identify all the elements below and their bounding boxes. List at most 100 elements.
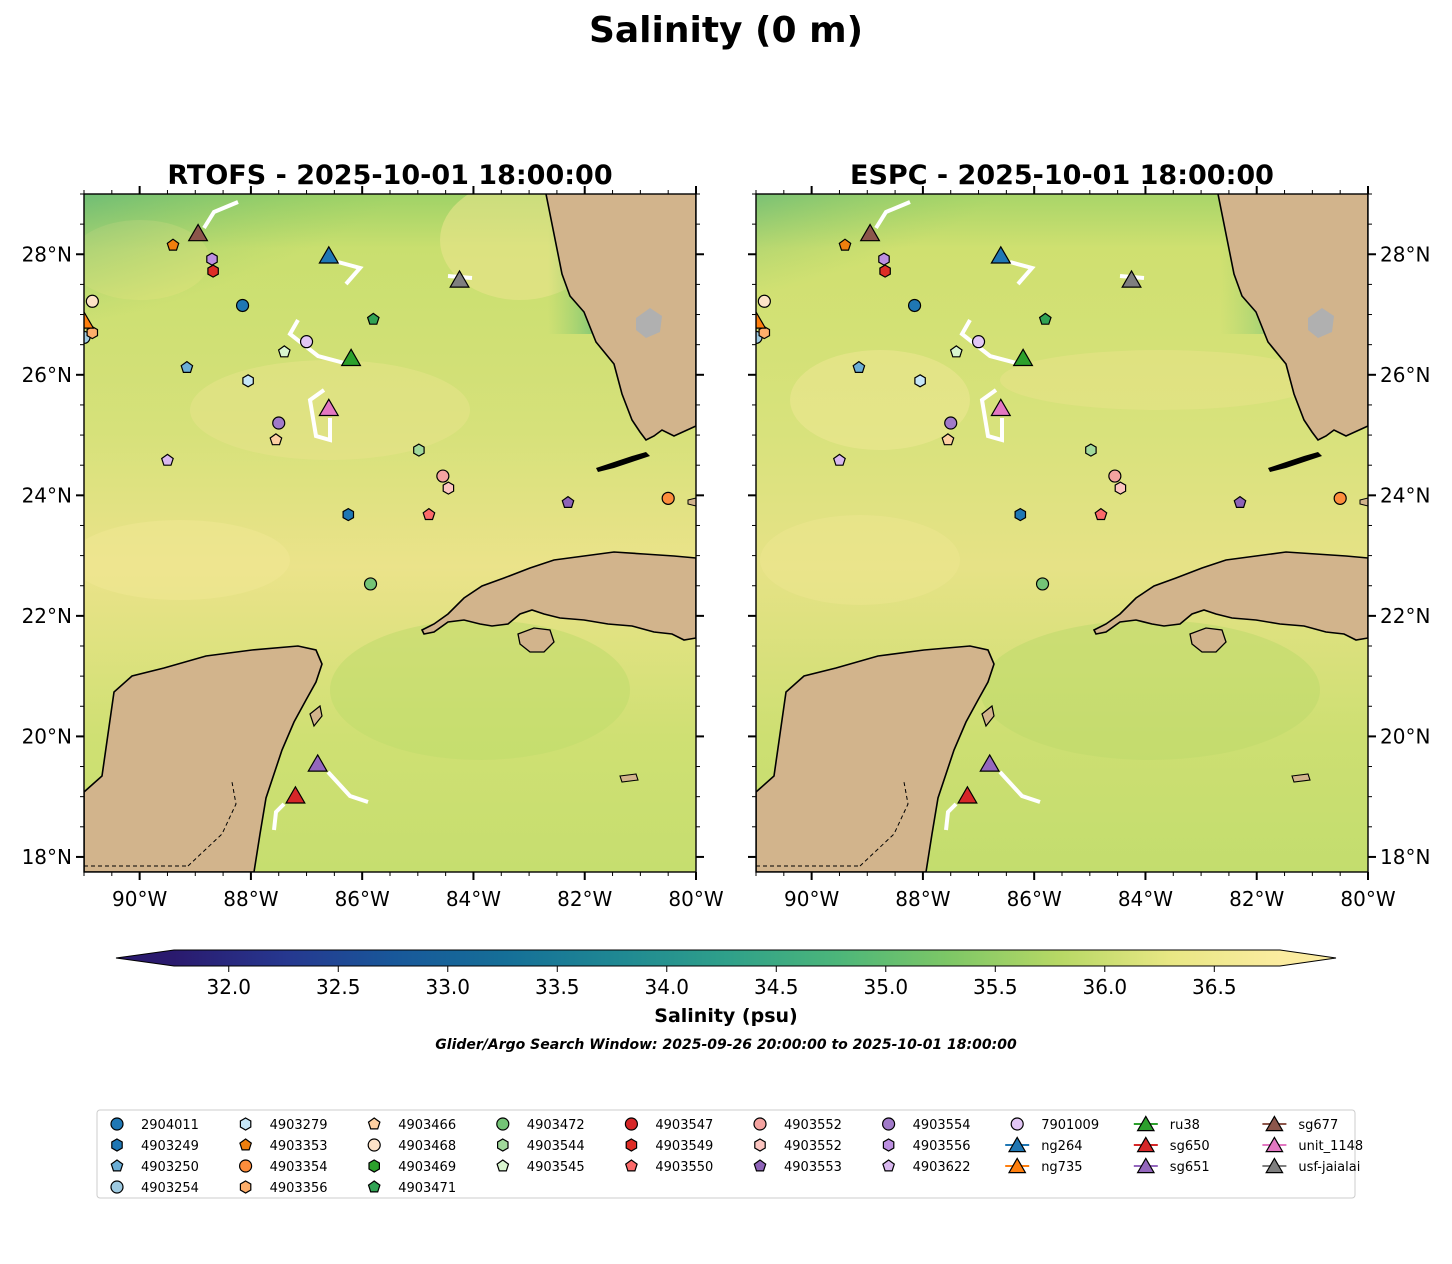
obs-marker-4903552 xyxy=(1114,481,1127,495)
obs-marker-2904011 xyxy=(907,298,922,313)
obs-marker-4903471 xyxy=(1038,312,1052,325)
legend-marker xyxy=(496,1159,510,1172)
obs-marker-2904011 xyxy=(235,298,250,313)
legend-marker xyxy=(1010,1117,1024,1131)
colorbar: 32.0 32.5 33.0 33.5 34.0 34.5 35.0 35.5 36.0 36.5… xyxy=(115,949,1337,1027)
obs-marker-ng735 xyxy=(756,310,767,329)
lat-tick-label: 24°N xyxy=(1380,483,1430,507)
obs-marker-4903354 xyxy=(661,491,675,505)
legend-entry: 4903468 xyxy=(367,1138,456,1154)
lon-tick-label: 90°W xyxy=(112,887,167,911)
obs-marker-sg650 xyxy=(957,785,978,804)
panel-title-rtofs: RTOFS - 2025-10-01 18:00:00 xyxy=(167,160,612,191)
obs-marker-sg677 xyxy=(859,223,881,242)
legend-label: 4903354 xyxy=(270,1160,328,1175)
legend-label: 4903471 xyxy=(398,1181,456,1196)
lon-tick-label: 84°W xyxy=(446,887,501,911)
legend-marker xyxy=(882,1159,896,1172)
legend-entry: 4903552 xyxy=(753,1117,842,1133)
legend-marker xyxy=(110,1159,124,1172)
legend-entry: 4903354 xyxy=(239,1159,328,1175)
legend-marker xyxy=(239,1117,252,1131)
colorbar-tick-label: 36.5 xyxy=(1192,975,1237,999)
colorbar-tick-label: 35.5 xyxy=(973,975,1018,999)
lon-tick-label: 84°W xyxy=(1118,887,1173,911)
colorbar-tick-label: 34.0 xyxy=(645,975,690,999)
legend-entry: sg677 xyxy=(1262,1115,1338,1133)
obs-marker-4903553 xyxy=(1233,495,1247,508)
legend-box xyxy=(96,1109,1356,1199)
legend-label: ng735 xyxy=(1041,1160,1082,1175)
legend-label: 4903472 xyxy=(527,1118,585,1133)
obs-marker-4903250 xyxy=(852,360,866,373)
obs-marker-4903468 xyxy=(757,294,771,308)
legend-label: 4903356 xyxy=(270,1181,328,1196)
search-window-caption: Glider/Argo Search Window: 2025-09-26 20… xyxy=(435,1037,1017,1053)
obs-marker-4903279 xyxy=(914,374,926,388)
legend-marker xyxy=(1265,1157,1284,1174)
legend-marker xyxy=(1265,1136,1284,1153)
legend-entry: 4903549 xyxy=(625,1138,713,1154)
colorbar-tick-label: 33.5 xyxy=(535,975,580,999)
lat-tick-label: 22°N xyxy=(22,604,72,628)
obs-marker-4903622 xyxy=(160,453,174,466)
obs-marker-4903279 xyxy=(242,374,254,388)
legend-label: 4903544 xyxy=(527,1139,585,1154)
obs-marker-ng264 xyxy=(318,245,340,264)
legend-entry: 4903552 xyxy=(754,1138,842,1154)
obs-marker-unit_1148 xyxy=(990,398,1012,417)
glider-tracks xyxy=(202,200,473,831)
obs-marker-4903553 xyxy=(561,495,575,508)
obs-marker-4903469 xyxy=(134,98,144,110)
legend-entry: sg650 xyxy=(1133,1136,1210,1154)
obs-marker-4903471 xyxy=(366,312,380,325)
obs-marker-4903353 xyxy=(166,238,180,251)
obs-marker-4903556 xyxy=(878,252,890,266)
lon-tick-label: 88°W xyxy=(223,887,278,911)
legend-label: 2904011 xyxy=(141,1118,199,1133)
legend-marker xyxy=(110,1180,124,1194)
obs-marker-4903550 xyxy=(422,507,436,521)
lat-tick-label: 28°N xyxy=(1380,242,1430,266)
lat-tick-label: 28°N xyxy=(22,242,72,266)
lat-tick-label: 22°N xyxy=(1380,604,1430,628)
legend-entry: 4903353 xyxy=(239,1138,328,1154)
lat-tick-label: 24°N xyxy=(22,483,72,507)
obs-marker-4903549 xyxy=(207,264,219,278)
legend-label: unit_1148 xyxy=(1298,1139,1363,1154)
colorbar-tick-label: 34.5 xyxy=(754,975,799,999)
legend-entry: ng735 xyxy=(1005,1157,1083,1175)
legend-label: usf-jaialai xyxy=(1298,1160,1360,1175)
legend-entry: ru38 xyxy=(1133,1115,1200,1133)
obs-marker-4903547 xyxy=(806,98,818,110)
legend-label: 4903622 xyxy=(913,1160,971,1175)
legend-marker xyxy=(1136,1115,1156,1132)
obs-marker-usf-jaialai xyxy=(449,269,470,288)
obs-marker-ru38 xyxy=(1012,348,1034,367)
legend-entry: 4903250 xyxy=(110,1159,199,1175)
legend-marker xyxy=(624,1159,638,1172)
obs-marker-4903552 xyxy=(442,481,455,495)
legend-marker xyxy=(111,1138,123,1152)
obs-marker-4903556 xyxy=(206,252,218,266)
legend-label: 4903469 xyxy=(398,1160,456,1175)
obs-marker-4903472 xyxy=(363,577,378,591)
legend-marker xyxy=(1007,1157,1027,1174)
legend-label: ng264 xyxy=(1041,1139,1082,1154)
legend-marker xyxy=(367,1180,381,1193)
legend-marker xyxy=(753,1117,767,1131)
legend-label: 4903553 xyxy=(784,1160,842,1175)
obs-marker-4903466 xyxy=(269,433,283,446)
legend-marker xyxy=(497,1138,509,1152)
legend-label: ru38 xyxy=(1170,1118,1200,1133)
legend-entry: 4903547 xyxy=(624,1117,713,1133)
legend-entry: 4903553 xyxy=(753,1159,842,1175)
lon-tick-label: 80°W xyxy=(1340,887,1395,911)
legend-marker xyxy=(239,1138,253,1151)
legend-entry: 4903469 xyxy=(368,1159,456,1175)
lat-tick-label: 26°N xyxy=(22,363,72,387)
lon-tick-label: 88°W xyxy=(895,887,950,911)
legend-marker xyxy=(239,1180,252,1194)
colorbar-tick-label: 36.0 xyxy=(1083,975,1128,999)
